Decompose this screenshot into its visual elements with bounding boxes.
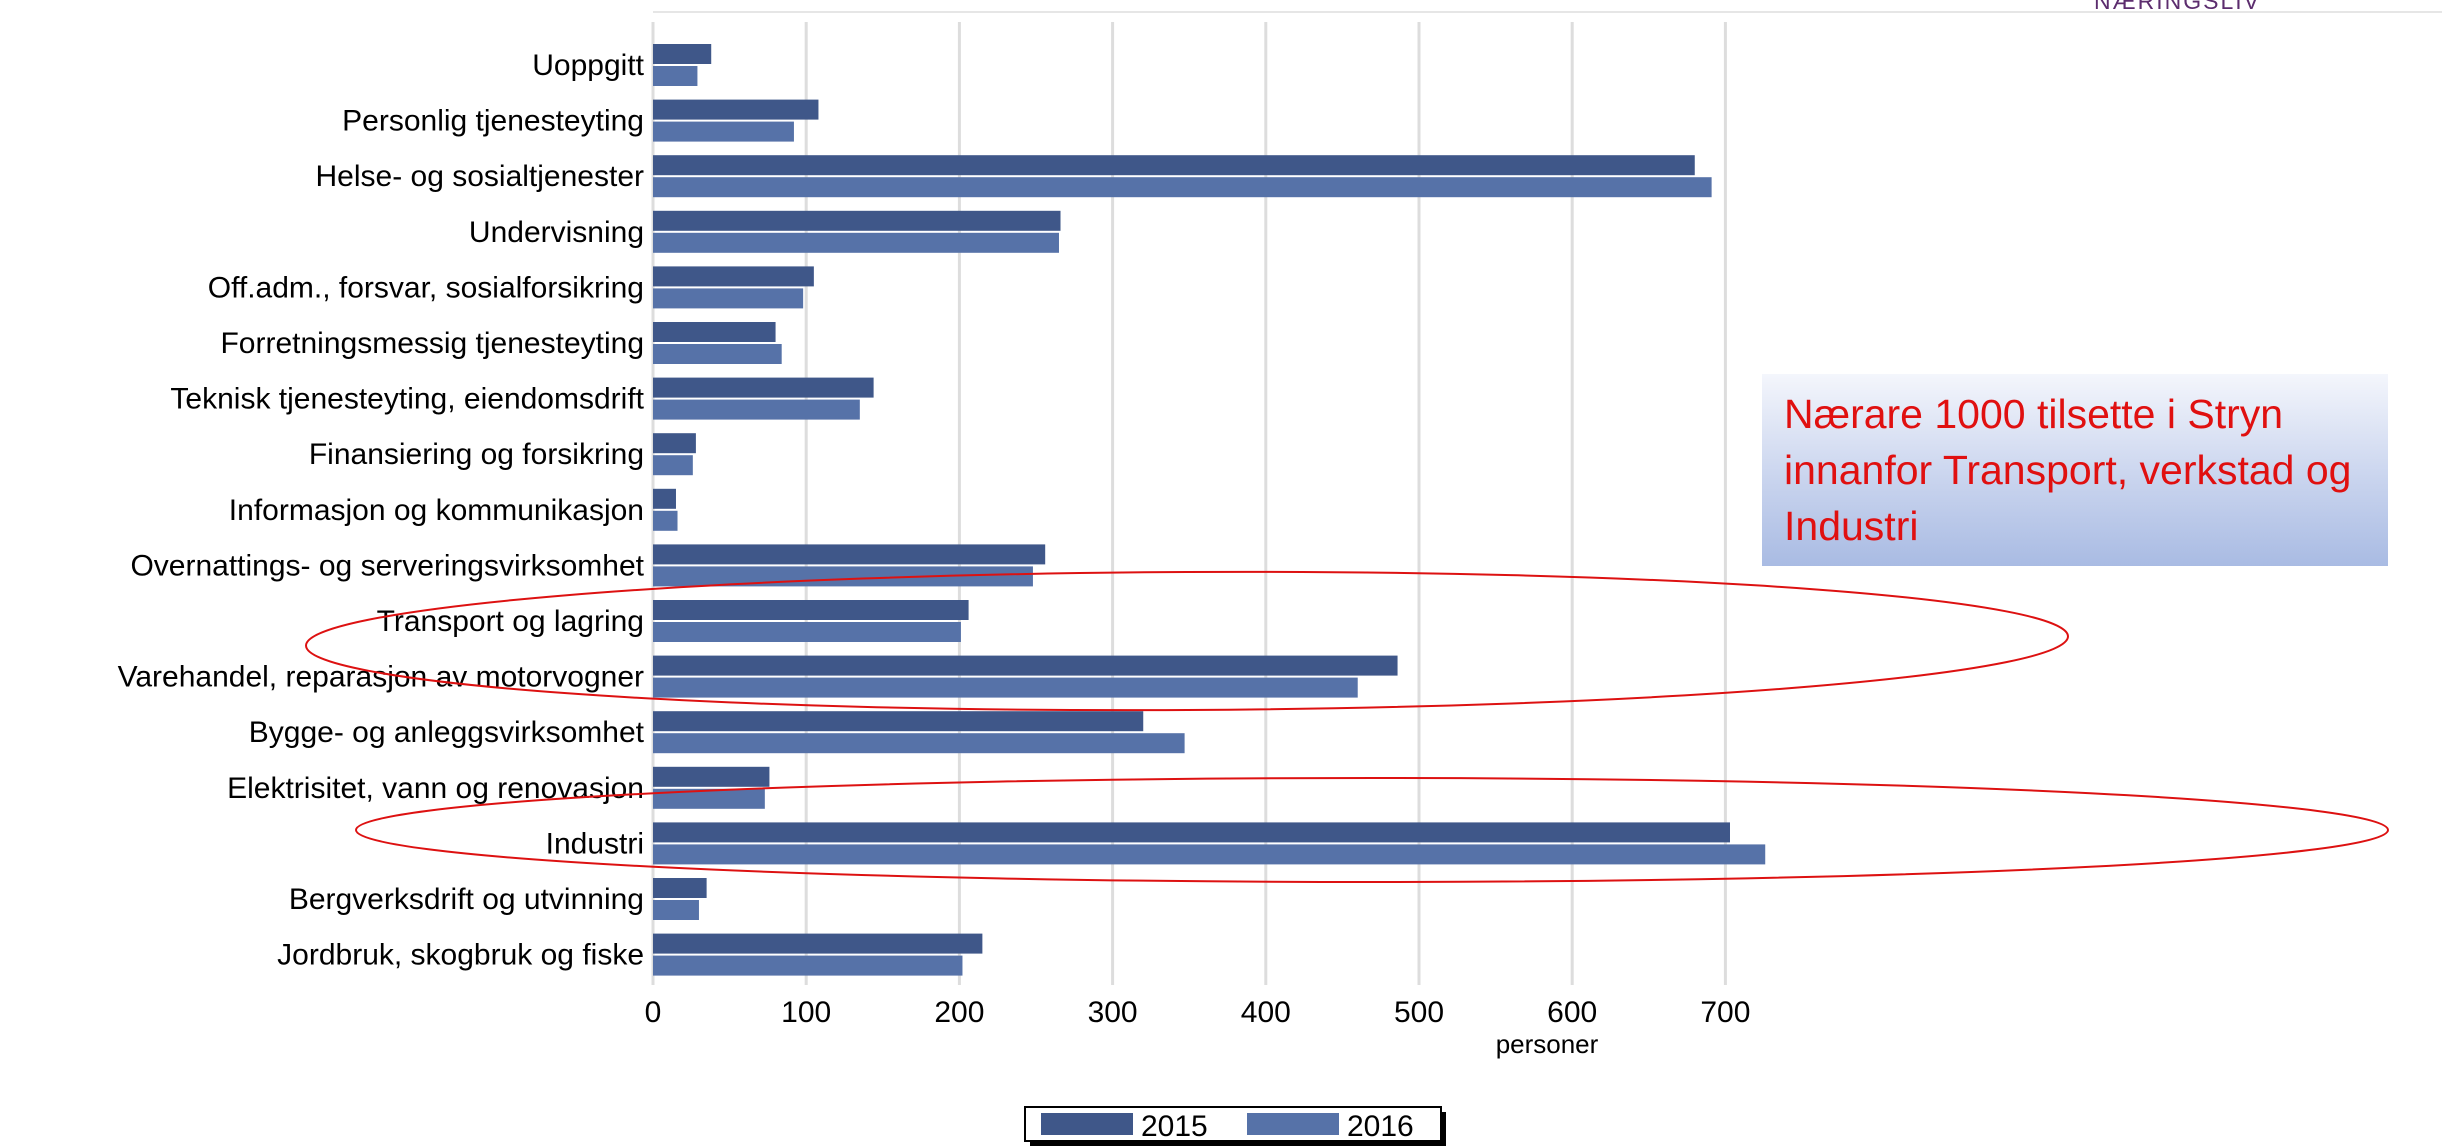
bar-2015-1 (653, 99, 819, 120)
category-label: Teknisk tjenesteyting, eiendomsdrift (170, 383, 644, 416)
highlight-ellipses (305, 570, 2389, 883)
bar-2016-2 (653, 177, 1712, 198)
legend-label-2015: 2015 (1141, 1110, 1208, 1143)
category-label: Finansiering og forsikring (309, 438, 644, 471)
bar-2016-7 (653, 455, 693, 476)
x-tick-label: 400 (1241, 996, 1291, 1029)
legend-swatch-2015 (1041, 1113, 1133, 1135)
bar-2015-16 (653, 933, 983, 954)
category-label: Elektrisitet, vann og renovasjon (227, 772, 644, 805)
bar-2015-10 (653, 600, 969, 620)
legend-swatch-2016 (1247, 1113, 1339, 1135)
bar-2016-14 (653, 844, 1766, 865)
highlight-ellipse-industri (355, 777, 2389, 883)
category-label: Industri (546, 827, 644, 860)
x-tick-label: 600 (1547, 996, 1597, 1029)
bar-2016-1 (653, 121, 794, 142)
logo-text: NÆRINGSLIV (2094, 0, 2261, 14)
bar-2016-8 (653, 510, 678, 531)
category-label: Transport og lagring (377, 605, 644, 638)
x-tick-label: 500 (1394, 996, 1444, 1029)
x-tick-label: 0 (645, 996, 662, 1029)
bar-2016-5 (653, 344, 782, 364)
x-tick-label: 100 (781, 996, 831, 1029)
bar-2015-5 (653, 322, 776, 342)
category-label: Overnattings- og serveringsvirksomhet (130, 549, 644, 582)
bar-2015-8 (653, 488, 676, 509)
category-label: Bygge- og anleggsvirksomhet (249, 716, 645, 749)
category-label: Informasjon og kommunikasjon (229, 494, 644, 527)
bar-2016-3 (653, 232, 1059, 253)
category-labels: Uoppgitt Personlig tjenesteyting Helse- og… (118, 49, 645, 972)
category-label: Jordbruk, skogbruk og fiske (277, 939, 644, 972)
bar-2015-13 (653, 766, 770, 787)
bar-2016-12 (653, 733, 1185, 754)
bar-2015-6 (653, 377, 874, 398)
x-tick-label: 300 (1088, 996, 1138, 1029)
x-axis-ticks: 0 100 200 300 400 500 600 700 (645, 996, 1751, 1029)
bar-2015-9 (653, 544, 1046, 565)
bar-2015-4 (653, 266, 814, 287)
category-label: Varehandel, reparasjon av motorvogner (118, 661, 644, 694)
bar-2015-0 (653, 44, 712, 64)
bar-2016-4 (653, 288, 804, 309)
bar-2016-13 (653, 788, 765, 809)
bar-2016-15 (653, 900, 699, 920)
bar-2015-15 (653, 878, 707, 898)
highlight-ellipse-transport (305, 570, 2069, 712)
legend-label-2016: 2016 (1347, 1110, 1414, 1143)
x-tick-label: 200 (934, 996, 984, 1029)
bar-2016-11 (653, 677, 1358, 698)
category-label: Off.adm., forsvar, sosialforsikring (208, 271, 644, 304)
bar-2015-12 (653, 711, 1144, 732)
bars (653, 44, 1766, 976)
x-tick-label: 700 (1700, 996, 1750, 1029)
bar-2015-14 (653, 822, 1730, 843)
bar-2016-0 (653, 66, 698, 86)
bar-2016-10 (653, 622, 961, 642)
bar-2015-2 (653, 155, 1695, 176)
bar-2016-9 (653, 566, 1033, 587)
category-label: Helse- og sosialtjenester (316, 160, 645, 193)
category-label: Bergverksdrift og utvinning (289, 883, 644, 916)
annotation-box: Nærare 1000 tilsette i Stryn innanfor Tr… (1762, 374, 2388, 566)
bar-2015-7 (653, 433, 696, 454)
bar-2016-6 (653, 399, 860, 420)
category-label: Forretningsmessig tjenesteyting (220, 327, 644, 360)
bar-2015-11 (653, 655, 1398, 676)
category-label: Undervisning (469, 216, 644, 249)
category-label: Uoppgitt (532, 49, 644, 82)
legend: 2015 2016 (1024, 1106, 1446, 1146)
bar-2016-16 (653, 955, 963, 976)
x-axis-title: personer (1496, 1029, 1599, 1059)
bar-2015-3 (653, 210, 1061, 231)
category-label: Personlig tjenesteyting (342, 105, 644, 138)
